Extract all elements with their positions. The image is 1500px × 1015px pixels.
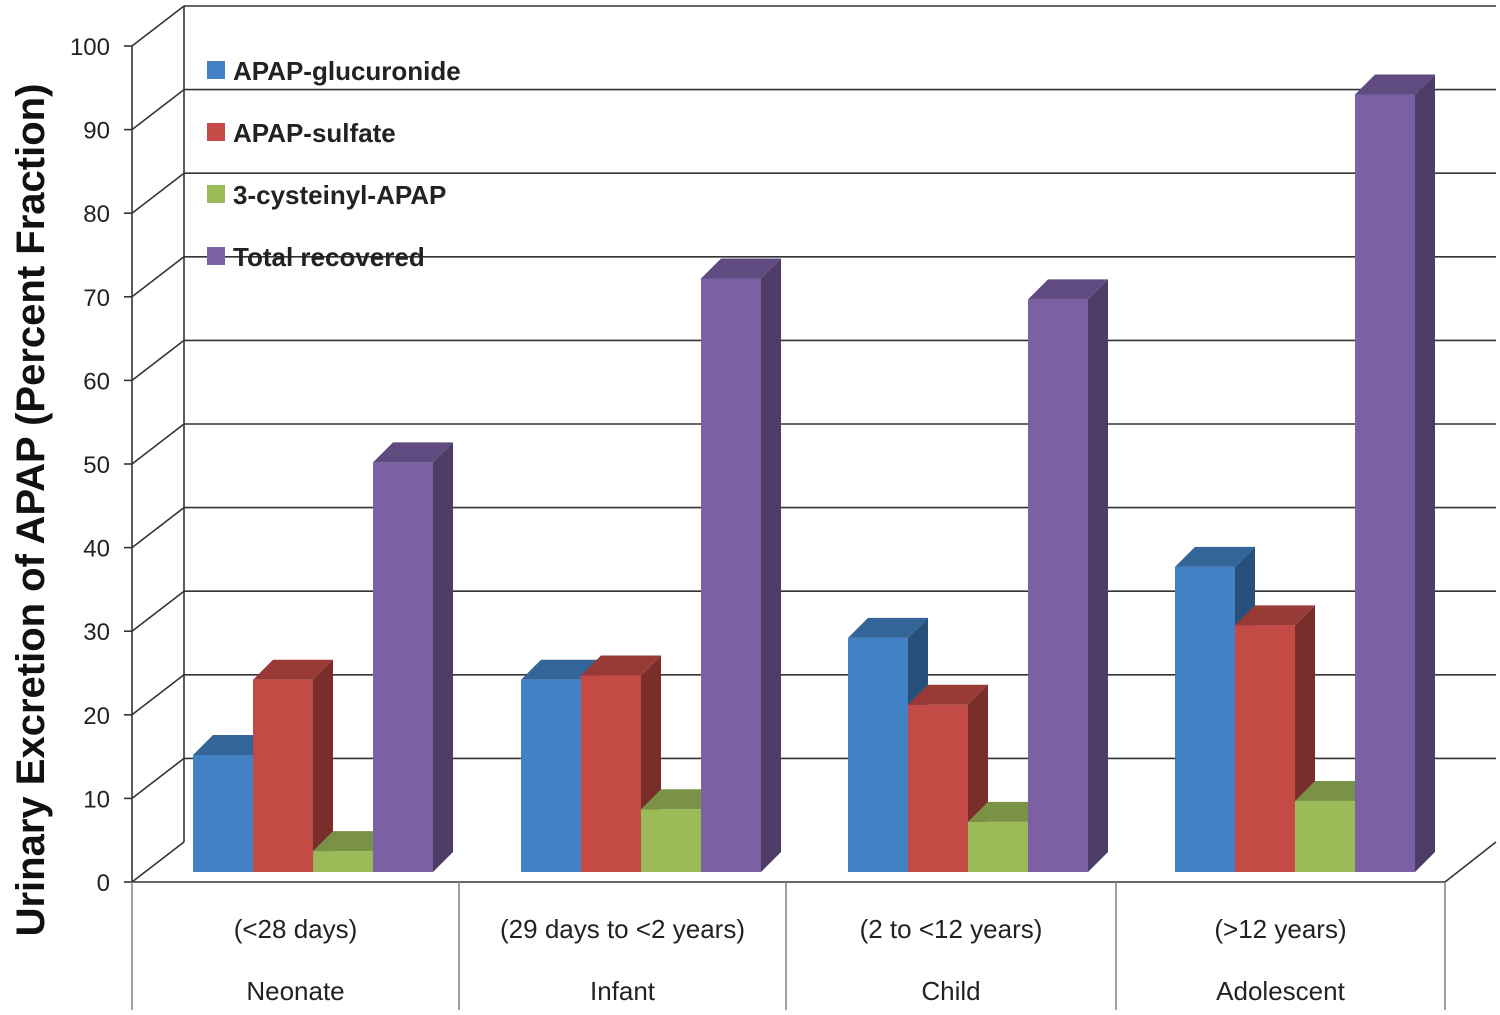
gridline-side xyxy=(131,5,185,47)
gridline-side xyxy=(131,757,185,800)
legend-entry: Total recovered xyxy=(207,242,425,272)
bar-front xyxy=(1235,625,1295,872)
bar-side xyxy=(433,442,453,872)
y-tick-label: 70 xyxy=(83,285,110,312)
legend-swatch xyxy=(207,61,225,79)
legend-label: APAP-sulfate xyxy=(233,118,396,148)
y-tick-label: 40 xyxy=(83,536,110,563)
bar xyxy=(701,258,781,872)
x-category-range-label: (29 days to <2 years) xyxy=(500,914,745,944)
gridline-side xyxy=(131,506,185,549)
gridline-side xyxy=(131,423,185,465)
y-tick-label: 80 xyxy=(83,201,110,228)
bar-front xyxy=(848,637,908,872)
bar-top xyxy=(253,659,333,680)
y-axis-title: Urinary Excretion of APAP (Percent Fract… xyxy=(9,84,53,937)
legend-entry: APAP-glucuronide xyxy=(207,56,461,86)
bar-front xyxy=(1028,299,1088,873)
bar-side xyxy=(313,659,333,872)
bar-side xyxy=(1088,279,1108,873)
bar-front xyxy=(193,754,253,872)
bar-top xyxy=(373,442,453,463)
legend-label: 3-cysteinyl-APAP xyxy=(233,180,446,210)
gridline-side xyxy=(131,674,185,716)
y-tick-label: 90 xyxy=(83,118,110,145)
bar-top xyxy=(1175,546,1255,567)
legend-swatch xyxy=(207,123,225,141)
gridline-side xyxy=(131,256,185,298)
x-category-range-label: (<28 days) xyxy=(234,914,358,944)
gridline-side xyxy=(131,590,185,632)
floor-edge xyxy=(1444,841,1497,883)
legend-entry: APAP-sulfate xyxy=(207,118,396,148)
y-tick-label: 0 xyxy=(97,870,110,897)
bar-side xyxy=(1415,74,1435,872)
bar-front xyxy=(1295,800,1355,872)
bar-front xyxy=(313,851,373,872)
bar-front xyxy=(253,679,313,872)
bar-front xyxy=(1175,566,1235,872)
y-tick-label: 10 xyxy=(83,786,110,813)
x-category-group-label: Infant xyxy=(590,976,656,1006)
legend-swatch xyxy=(207,185,225,203)
legend-swatch xyxy=(207,247,225,265)
legend-label: Total recovered xyxy=(233,242,425,272)
legend: APAP-glucuronide APAP-sulfate 3-cysteinyl-… xyxy=(207,56,461,272)
bar xyxy=(1028,279,1108,873)
y-tick-label: 30 xyxy=(83,619,110,646)
bar-front xyxy=(1355,94,1415,872)
bar-front xyxy=(581,675,641,872)
bar-top xyxy=(581,655,661,676)
y-tick-label: 50 xyxy=(83,452,110,479)
bar-front xyxy=(373,462,433,872)
legend-entry: 3-cysteinyl-APAP xyxy=(207,180,446,210)
bar-front xyxy=(521,679,581,872)
x-category-group-label: Child xyxy=(921,976,980,1006)
bar-top xyxy=(701,258,781,279)
y-tick-label: 60 xyxy=(83,368,110,395)
bar-top xyxy=(908,684,988,705)
bar xyxy=(373,442,453,872)
legend-label: APAP-glucuronide xyxy=(233,56,461,86)
bar-side xyxy=(761,258,781,872)
bar-front xyxy=(641,809,701,872)
bar-top xyxy=(1235,605,1315,626)
x-category-range-label: (2 to <12 years) xyxy=(860,914,1043,944)
y-tick-label: 100 xyxy=(70,34,110,61)
x-category-range-label: (>12 years) xyxy=(1214,914,1346,944)
gridline-side xyxy=(131,88,185,131)
bar-front xyxy=(968,821,1028,872)
bar-front xyxy=(701,278,761,872)
bar-layer xyxy=(193,74,1435,873)
x-category-group-label: Neonate xyxy=(246,976,344,1006)
gridline-side xyxy=(131,841,185,883)
bar-top xyxy=(1028,279,1108,300)
bar-front xyxy=(908,704,968,872)
bar-top xyxy=(521,659,601,680)
axis-layer: 0 10 20 30 40 50 60 70 80 90 100 (<28 days) Neonate (… xyxy=(70,34,1446,1010)
x-category-group-label: Adolescent xyxy=(1216,976,1345,1006)
bar xyxy=(253,659,333,872)
gridline-side xyxy=(131,339,185,382)
bar-top xyxy=(848,617,928,638)
bar-top xyxy=(1355,74,1435,95)
bar xyxy=(1355,74,1435,872)
gridline-side xyxy=(131,172,185,214)
y-tick-label: 20 xyxy=(83,703,110,730)
